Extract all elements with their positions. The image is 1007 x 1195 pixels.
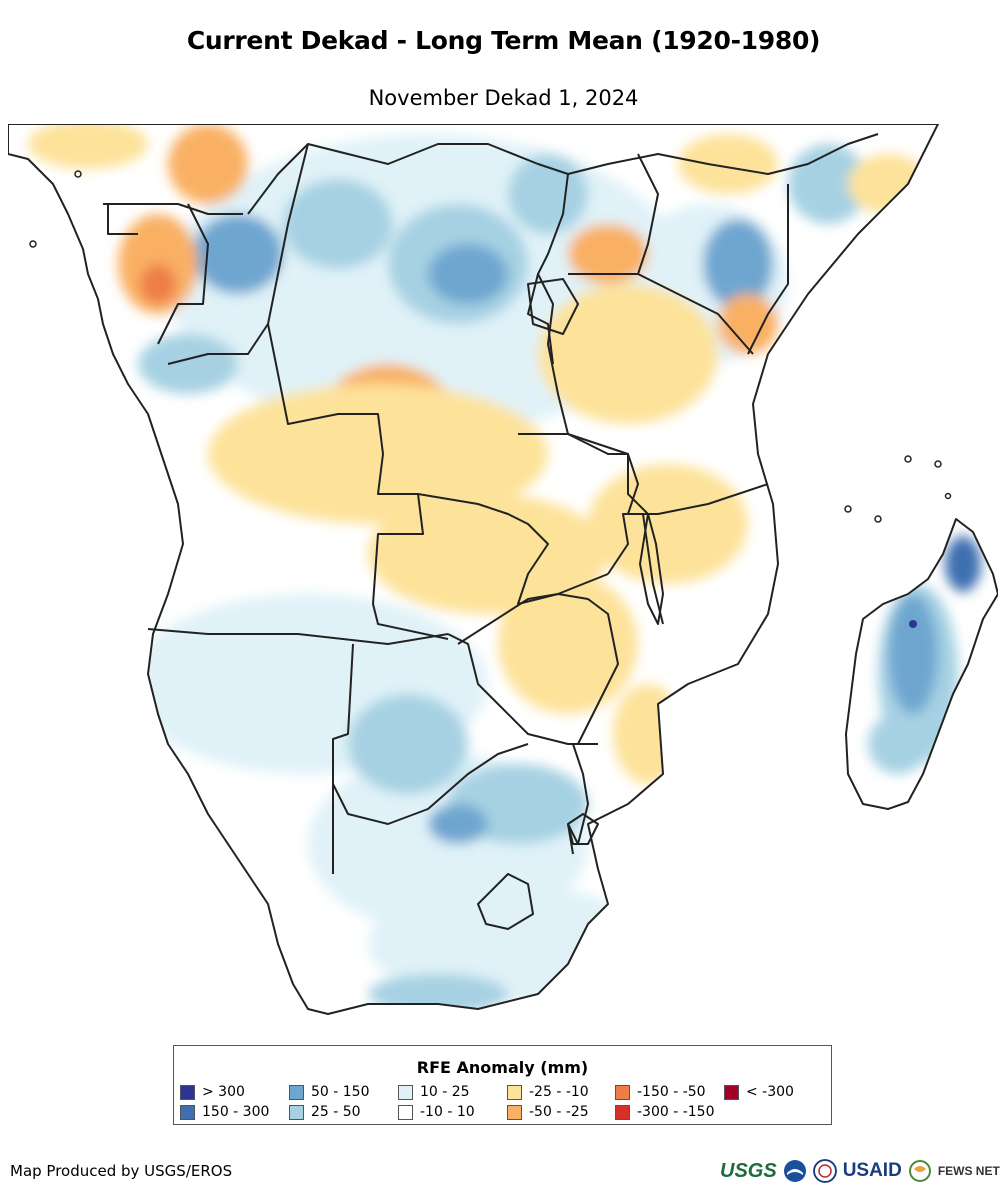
legend-item: < -300 — [724, 1084, 794, 1100]
country-borders — [8, 124, 998, 1015]
legend-item: -25 - -10 — [507, 1084, 589, 1100]
usaid-seal-icon — [812, 1159, 837, 1183]
anomaly-layer — [8, 124, 998, 1014]
legend-item: -300 - -150 — [615, 1104, 715, 1120]
legend-item: -10 - 10 — [398, 1104, 475, 1120]
map-credit: Map Produced by USGS/EROS — [10, 1162, 233, 1180]
legend-item: 25 - 50 — [289, 1104, 361, 1120]
usaid-logo: USAID — [842, 1160, 902, 1181]
map-subtitle: November Dekad 1, 2024 — [368, 86, 639, 110]
noaa-logo — [783, 1160, 806, 1182]
usgs-logo: USGS — [720, 1159, 777, 1182]
fews-globe-icon — [908, 1160, 931, 1182]
map-legend: RFE Anomaly (mm) > 300 150 - 300 50 - 15… — [173, 1045, 832, 1125]
anomaly-map — [8, 124, 998, 1024]
legend-item: 50 - 150 — [289, 1084, 370, 1100]
legend-item: 150 - 300 — [180, 1104, 269, 1120]
legend-item: -50 - -25 — [507, 1104, 589, 1120]
islands — [29, 170, 952, 523]
map-title: Current Dekad - Long Term Mean (1920-198… — [186, 26, 821, 55]
agency-logos: USGS USAID FEWS NET — [720, 1156, 1000, 1186]
legend-item: > 300 — [180, 1084, 245, 1100]
legend-item: -150 - -50 — [615, 1084, 706, 1100]
legend-title: RFE Anomaly (mm) — [416, 1058, 589, 1077]
legend-item: 10 - 25 — [398, 1084, 470, 1100]
fews-net-logo: FEWS NET — [937, 1164, 1000, 1178]
